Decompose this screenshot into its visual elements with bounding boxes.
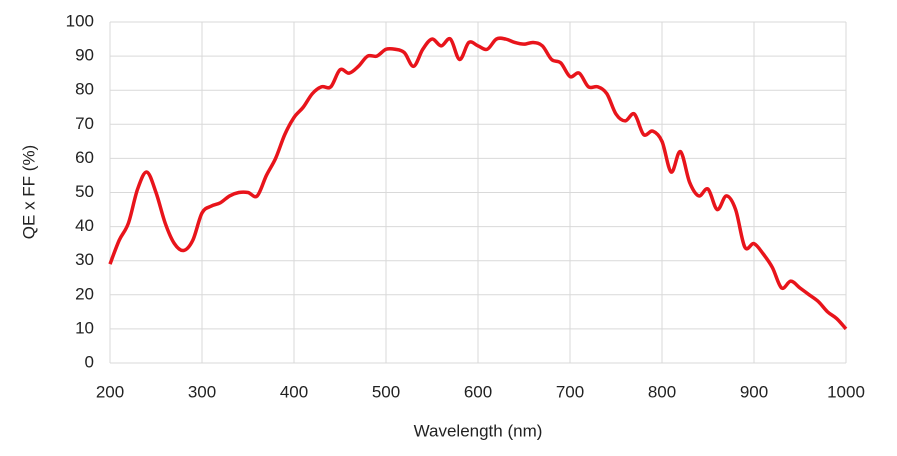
- y-tick-label: 80: [75, 80, 94, 99]
- x-tick-label: 600: [464, 382, 492, 401]
- y-tick-label: 0: [85, 352, 94, 371]
- x-tick-label: 700: [556, 382, 584, 401]
- y-tick-label: 30: [75, 250, 94, 269]
- y-tick-label: 90: [75, 46, 94, 65]
- x-tick-label: 900: [740, 382, 768, 401]
- x-tick-label: 1000: [827, 382, 865, 401]
- y-tick-label: 10: [75, 318, 94, 337]
- y-tick-label: 40: [75, 216, 94, 235]
- y-tick-label: 20: [75, 284, 94, 303]
- x-tick-label: 500: [372, 382, 400, 401]
- y-tick-label: 70: [75, 114, 94, 133]
- x-axis-label: Wavelength (nm): [414, 421, 543, 440]
- x-tick-label: 200: [96, 382, 124, 401]
- y-tick-label: 60: [75, 148, 94, 167]
- y-tick-label: 100: [66, 11, 94, 30]
- y-axis-label: QE x FF (%): [19, 145, 38, 239]
- x-tick-label: 400: [280, 382, 308, 401]
- x-tick-label: 800: [648, 382, 676, 401]
- y-tick-label: 50: [75, 182, 94, 201]
- x-tick-label: 300: [188, 382, 216, 401]
- data-line: [108, 36, 848, 331]
